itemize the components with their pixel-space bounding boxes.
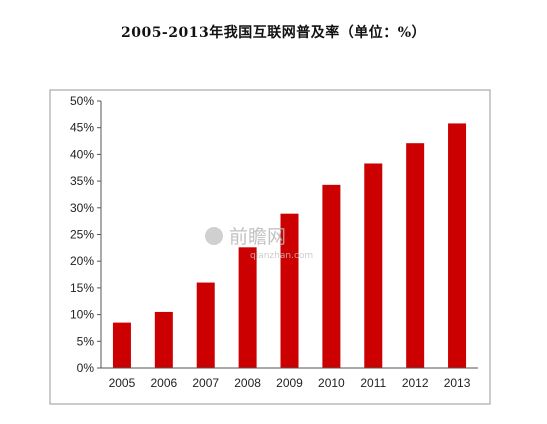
chart-title: 2005-2013年我国互联网普及率（单位：%） xyxy=(120,25,427,41)
bar-2012 xyxy=(406,143,425,368)
x-tick-label: 2010 xyxy=(318,376,345,390)
watermark-logo-icon xyxy=(205,227,223,245)
y-axis: 0% 5% 10% 15% 20% 25% 30% 35% 40% 45% 50% xyxy=(70,94,101,375)
y-tick-label: 10% xyxy=(70,308,94,322)
bar-2007 xyxy=(196,282,215,368)
watermark-text: 前瞻网 xyxy=(229,226,286,248)
bar-2010 xyxy=(322,184,341,368)
x-tick-label: 2008 xyxy=(234,376,261,390)
bar-2011 xyxy=(364,163,383,368)
x-tick-label: 2007 xyxy=(192,376,219,390)
y-tick-label: 5% xyxy=(77,334,95,348)
x-axis: 2005 2006 2007 2008 2009 2010 2011 2012 2013 xyxy=(109,376,471,390)
x-tick-label: 2013 xyxy=(444,376,471,390)
x-tick-label: 2005 xyxy=(109,376,136,390)
bars xyxy=(112,123,467,368)
y-tick-label: 20% xyxy=(70,254,94,268)
y-tick-label: 40% xyxy=(70,147,94,161)
chart-frame xyxy=(49,89,491,405)
y-tick-label: 45% xyxy=(70,121,94,135)
bar-2005 xyxy=(112,322,131,368)
watermark: 前瞻网 qianzhan.com xyxy=(205,226,313,261)
x-tick-label: 2011 xyxy=(360,376,386,390)
bar-2008 xyxy=(238,247,257,368)
bar-2009 xyxy=(280,213,299,368)
y-tick-label: 50% xyxy=(70,94,94,108)
bar-2013 xyxy=(448,123,467,368)
x-tick-label: 2012 xyxy=(402,376,429,390)
y-tick-label: 15% xyxy=(70,281,94,295)
y-tick-label: 0% xyxy=(77,361,95,375)
watermark-url: qianzhan.com xyxy=(250,251,313,261)
bar-2006 xyxy=(154,311,173,368)
y-tick-label: 25% xyxy=(70,228,94,242)
y-tick-label: 35% xyxy=(70,174,94,188)
x-tick-label: 2006 xyxy=(150,376,177,390)
y-tick-label: 30% xyxy=(70,201,94,215)
x-tick-label: 2009 xyxy=(276,376,303,390)
